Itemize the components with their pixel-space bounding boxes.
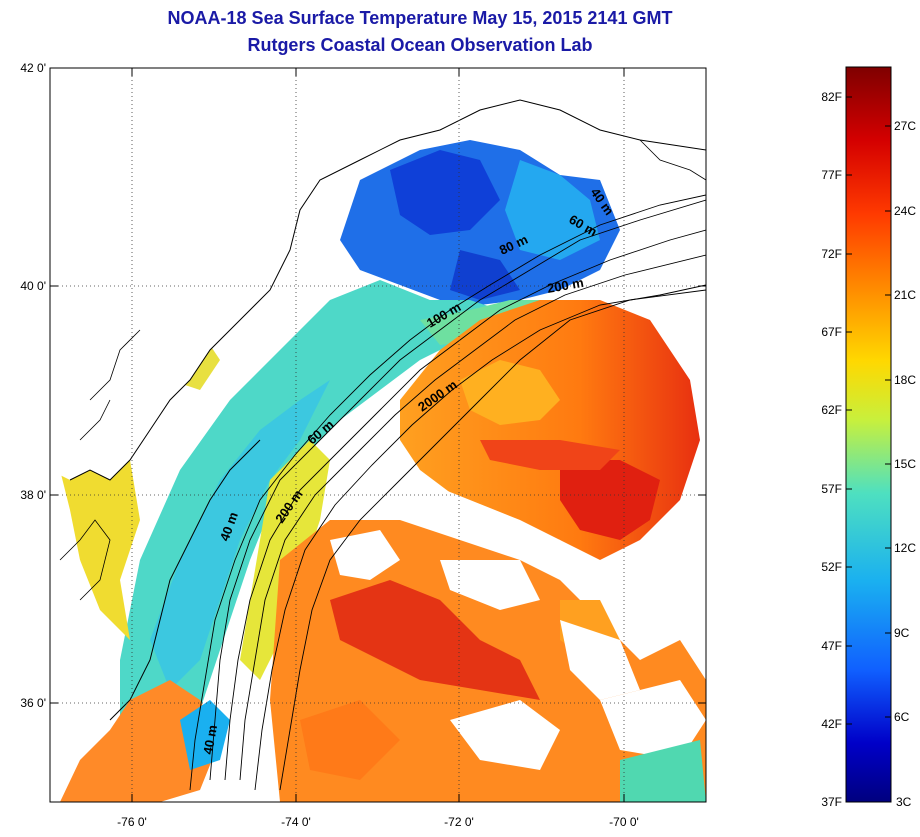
- coastline: [69, 99, 706, 481]
- longitude-label: -74 0': [281, 815, 311, 829]
- colorbar-label-c: 3C: [896, 795, 912, 809]
- contour-label: 40 m: [200, 724, 220, 756]
- contour-label: 200 m: [546, 275, 585, 296]
- colorbar-label-c: 12C: [894, 541, 916, 555]
- colorbar-label-f: 52F: [821, 560, 842, 574]
- colorbar-label-f: 82F: [821, 90, 842, 104]
- colorbar-label-c: 9C: [894, 626, 910, 640]
- latitude-label: 42 0': [20, 61, 46, 75]
- colorbar-label-c: 21C: [894, 288, 916, 302]
- map-title: NOAA-18 Sea Surface Temperature May 15, …: [167, 8, 673, 28]
- colorbar-gradient: [845, 66, 892, 803]
- bathymetry-contours: [189, 194, 706, 791]
- latitude-label: 36 0': [20, 696, 46, 710]
- colorbar-label-f: 57F: [821, 482, 842, 496]
- colorbar-label-f: 42F: [821, 717, 842, 731]
- longitude-label: -72 0': [444, 815, 474, 829]
- colorbar-label-f: 67F: [821, 325, 842, 339]
- graticule: [50, 68, 706, 802]
- colorbar-label-f: 37F: [821, 795, 842, 809]
- longitude-label: -76 0': [117, 815, 147, 829]
- colorbar-label-c: 24C: [894, 204, 916, 218]
- land-mass: [50, 68, 706, 480]
- colorbar-label-c: 15C: [894, 457, 916, 471]
- colorbar-label-f: 47F: [821, 639, 842, 653]
- colorbar: 82F 77F 72F 67F 62F 57F 52F 47F 42F 37F …: [821, 66, 916, 809]
- axis-ticks: [50, 67, 706, 802]
- shelf-water: [120, 280, 500, 760]
- latitude-label: 40 0': [20, 279, 46, 293]
- sst-field: 40 m 60 m 80 m 200 m 100 m 2000 m 60 m 2…: [50, 68, 706, 802]
- colorbar-label-f: 62F: [821, 403, 842, 417]
- longitude-label: -70 0': [609, 815, 639, 829]
- colorbar-label-f: 72F: [821, 247, 842, 261]
- colorbar-label-c: 18C: [894, 373, 916, 387]
- map-frame: [49, 67, 707, 803]
- colorbar-label-f: 77F: [821, 168, 842, 182]
- colorbar-label-c: 6C: [894, 710, 910, 724]
- colorbar-label-c: 27C: [894, 119, 916, 133]
- map-subtitle: Rutgers Coastal Ocean Observation Lab: [247, 35, 593, 55]
- latitude-label: 38 0': [20, 488, 46, 502]
